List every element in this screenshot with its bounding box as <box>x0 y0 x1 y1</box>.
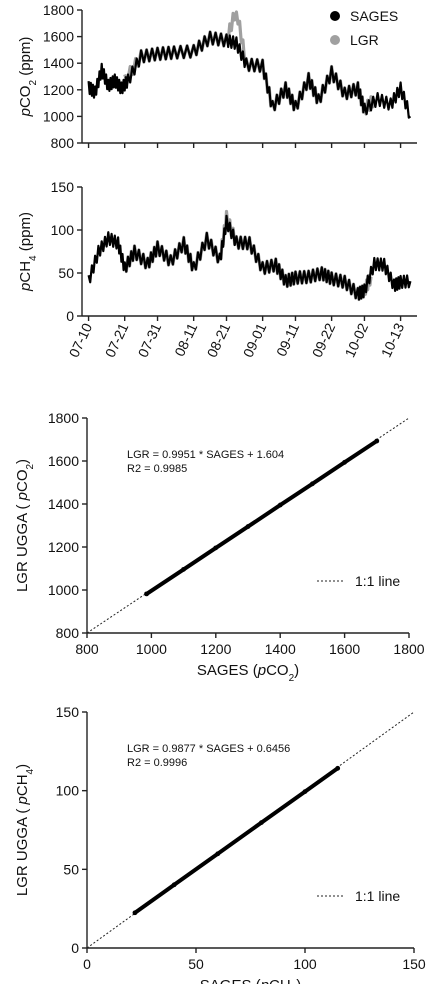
r-squared-label: R2 = 0.9996 <box>127 757 187 769</box>
data-point <box>310 481 315 487</box>
pco2-scatter-chart: 800 1000 1200 1400 1600 1800 800 1000 1200 1400 16… <box>14 410 425 684</box>
y-axis-title: LGR UGGA ( pCO2) <box>14 459 36 592</box>
y-tick-label: 800 <box>56 625 80 641</box>
legend-marker-lgr <box>330 35 340 45</box>
legend-label: 1:1 line <box>355 573 400 589</box>
series-line-lgr <box>123 10 376 116</box>
x-tick-label: 100 <box>293 956 317 972</box>
data-point <box>132 910 138 916</box>
data-band <box>133 766 340 915</box>
y-tick-label: 1400 <box>43 55 74 71</box>
data-point <box>171 882 177 888</box>
x-tick-label: 1200 <box>200 641 231 657</box>
series-line-sages <box>87 214 412 301</box>
y-tick-label: 1200 <box>43 82 74 98</box>
legend-label: 1:1 line <box>355 888 400 904</box>
y-tick-label: 1000 <box>48 582 79 598</box>
x-tick-label: 10-02 <box>342 320 372 359</box>
pco2-timeseries-chart: 800 1000 1200 1400 1600 1800 pCO2 (ppm) SAGES LG… <box>17 2 417 151</box>
data-point <box>213 545 219 551</box>
y-tick-label: 150 <box>56 704 80 720</box>
regression-equation: LGR = 0.9877 * SAGES + 0.6456 <box>127 743 290 755</box>
x-tick-label: 08-21 <box>204 320 234 359</box>
y-tick-label: 1600 <box>48 453 79 469</box>
pch4-scatter-chart: 0 50 100 150 0 50 100 150 SAGES (pCH4) LGR UGGA (… <box>14 704 426 984</box>
y-tick-label: 1200 <box>48 539 79 555</box>
data-point <box>302 789 308 795</box>
data-band <box>144 439 379 596</box>
legend-label-lgr: LGR <box>350 32 379 48</box>
y-tick-label: 150 <box>51 179 75 195</box>
data-point <box>277 502 283 508</box>
x-tick-label: 07-10 <box>66 320 96 359</box>
y-tick-label: 800 <box>51 135 75 151</box>
y-axis-title: pCH4 (ppm) <box>17 212 39 292</box>
x-tick-label: 09-11 <box>273 320 302 358</box>
x-tick-label: 08-11 <box>171 320 200 358</box>
y-tick-label: 1400 <box>48 496 79 512</box>
y-tick-label: 1800 <box>43 2 74 18</box>
x-tick-label: 1600 <box>329 641 360 657</box>
x-tick-label: 1800 <box>393 641 424 657</box>
data-point <box>245 524 251 529</box>
x-tick-label: 09-01 <box>240 320 270 359</box>
r-squared-label: R2 = 0.9985 <box>127 463 187 475</box>
legend-marker-sages <box>330 11 340 21</box>
regression-equation: LGR = 0.9951 * SAGES + 1.604 <box>127 449 284 461</box>
data-point <box>342 459 347 465</box>
series-line-lgr <box>123 209 373 302</box>
legend-label-sages: SAGES <box>350 8 398 24</box>
y-tick-label: 1600 <box>43 29 74 45</box>
y-tick-label: 1800 <box>48 410 79 426</box>
y-axis-title: pCO2 (ppm) <box>17 37 39 118</box>
data-point <box>259 820 264 826</box>
x-axis-title: SAGES (pCO2) <box>197 662 299 684</box>
x-tick-label: 07-31 <box>135 320 165 359</box>
y-tick-label: 0 <box>66 308 74 324</box>
x-tick-label: 09-22 <box>309 320 339 359</box>
y-tick-label: 50 <box>58 265 74 281</box>
y-tick-label: 50 <box>63 861 79 877</box>
y-tick-label: 1000 <box>43 108 74 124</box>
data-point <box>335 765 341 771</box>
data-point <box>374 438 380 444</box>
y-tick-label: 100 <box>56 783 80 799</box>
y-tick-label: 0 <box>71 940 79 956</box>
data-point <box>215 851 221 857</box>
x-tick-label: 50 <box>188 956 204 972</box>
y-tick-label: 100 <box>51 222 75 238</box>
x-tick-label: 1000 <box>136 641 167 657</box>
x-tick-label: 10-13 <box>378 320 408 359</box>
series-line-sages <box>87 30 412 119</box>
x-axis-title: SAGES (pCH4) <box>200 977 301 984</box>
x-tick-label: 1400 <box>265 641 296 657</box>
data-point <box>144 591 149 597</box>
y-axis-title: LGR UGGA ( pCH4) <box>14 764 36 896</box>
data-point <box>181 566 187 572</box>
x-tick-label: 0 <box>83 956 91 972</box>
x-tick-label: 150 <box>402 956 426 972</box>
x-tick-label: 07-21 <box>102 320 132 359</box>
x-tick-label: 800 <box>75 641 99 657</box>
